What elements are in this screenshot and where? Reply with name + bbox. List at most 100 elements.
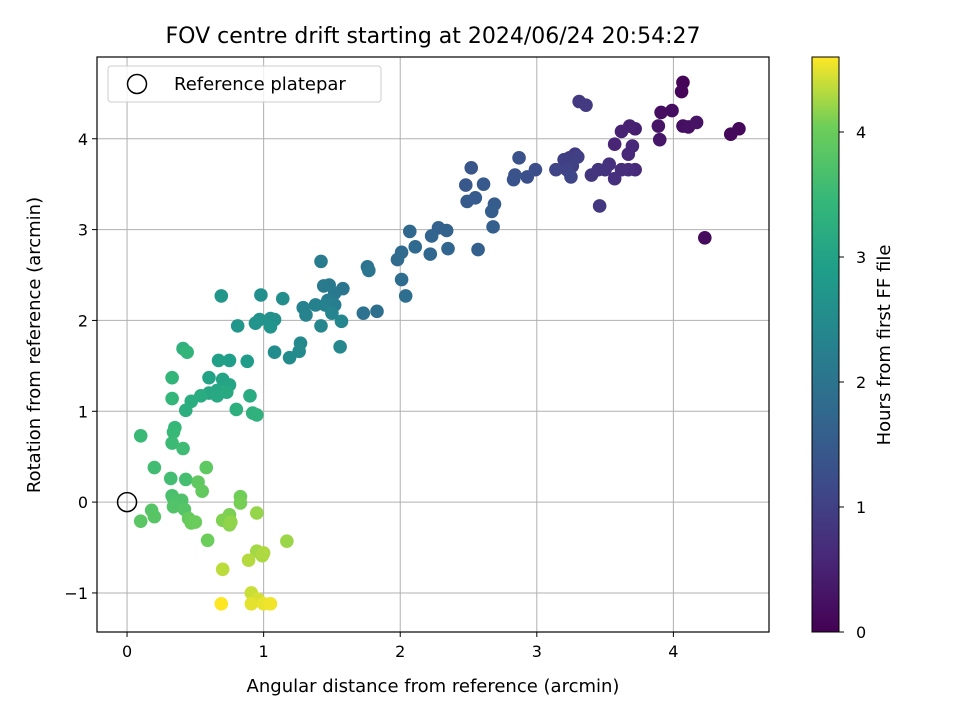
colorbar-tick-label: 4 [856,123,866,142]
legend: Reference platepar [107,65,382,103]
colorbar-tick-label: 0 [856,623,866,642]
data-point [468,190,483,205]
data-point [214,597,229,611]
data-point [356,306,371,320]
data-point [592,199,607,213]
colorbar-tick-label: 3 [856,248,866,267]
y-tick-label: 3 [78,221,88,240]
colorbar-tick-label: 1 [856,498,866,517]
data-point [214,289,229,303]
data-point [248,316,263,330]
data-point [299,308,313,322]
data-point [229,402,244,417]
data-point [176,441,190,456]
x-axis-title: Angular distance from reference (arcmin) [247,676,620,697]
data-point [263,597,278,611]
data-point [390,252,405,267]
x-tick-label: 0 [122,642,132,661]
data-point [652,132,667,147]
data-point [165,391,179,406]
colorbar-title: Hours from first FF file [874,245,895,446]
data-point [244,597,259,611]
colorbar-tick-label: 2 [856,373,866,392]
data-point [439,223,454,238]
data-point [199,460,214,475]
data-point [202,370,216,385]
data-point [233,496,248,510]
data-point [243,389,257,403]
y-axis-title: Rotation from reference (arcmin) [24,197,45,493]
data-point [621,147,636,161]
data-point [484,204,499,219]
data-point [230,319,245,333]
data-point [674,84,689,99]
data-point [665,103,679,118]
data-point [651,119,666,133]
data-point [316,279,331,293]
reference-platepar-marker [116,491,138,513]
data-point [178,472,193,487]
data-point [314,319,328,333]
data-point [222,353,237,368]
data-point [250,408,264,422]
grid [97,57,769,632]
data-point [166,425,181,439]
legend-label-reference: Reference platepar [174,74,346,95]
data-point [180,345,194,360]
y-tick-label: −1 [64,584,88,603]
data-point [607,171,622,186]
data-point [241,553,256,568]
data-point [165,370,179,385]
x-tick-label: 4 [668,642,678,661]
data-point [275,291,290,306]
data-point [147,509,162,524]
y-tick-label: 1 [78,402,88,421]
legend-box [107,65,382,103]
axis-ticks: 0 1 2 3 4 −1 0 1 2 3 4 [64,130,678,661]
data-point [689,115,704,130]
colorbar [811,56,840,633]
data-point [163,471,178,486]
plot-frame [96,56,770,633]
colorbar-ticks: 0 1 2 3 4 [839,123,866,642]
data-point [178,403,193,418]
data-point [441,241,455,256]
data-point [549,162,563,177]
data-point [458,178,473,192]
data-point [240,354,255,369]
data-point [165,436,179,450]
data-point [698,230,712,245]
data-point [394,272,409,287]
data-point [166,499,181,514]
y-tick-label: 0 [78,493,88,512]
data-point [280,534,294,548]
data-point [147,460,162,475]
data-point [256,546,271,560]
data-point [402,224,417,239]
x-tick-label: 2 [395,642,405,661]
data-point [333,339,347,354]
data-points [133,75,746,611]
data-point [584,168,599,182]
x-tick-label: 1 [259,642,269,661]
data-point [398,289,413,303]
data-point [282,350,297,365]
data-point [408,240,423,254]
data-point [254,288,268,302]
data-point [607,137,622,152]
chart-title: FOV centre drift starting at 2024/06/24 … [166,24,701,49]
data-point [334,314,349,329]
data-point [250,506,264,520]
data-point [314,254,328,269]
data-point [133,514,148,528]
data-point [219,385,234,399]
data-point [195,484,209,499]
data-point [508,168,522,182]
data-point [512,151,526,165]
data-point [424,229,439,243]
data-point [476,177,491,191]
data-point [325,306,339,320]
data-point [200,533,215,548]
x-tick-label: 3 [532,642,542,661]
